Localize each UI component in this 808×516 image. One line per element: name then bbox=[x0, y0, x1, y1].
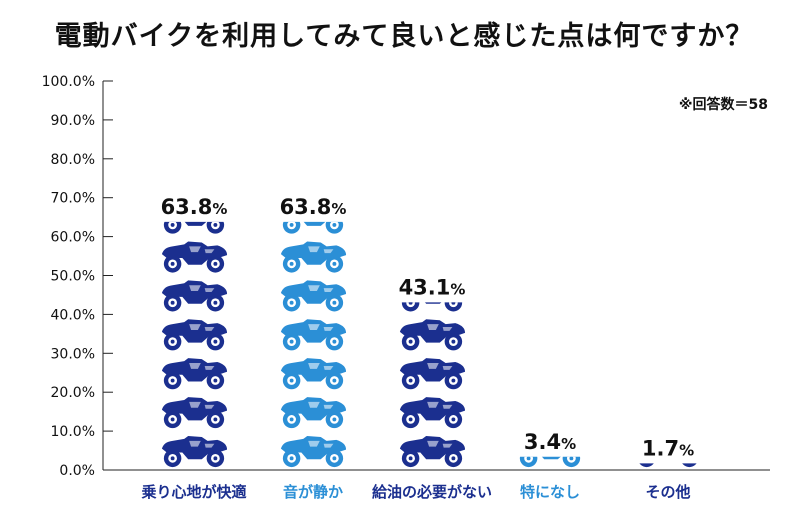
bar-value-label: 43.1% bbox=[399, 275, 466, 299]
y-tick-label: 90.0% bbox=[51, 113, 95, 129]
category-label: 音が静か bbox=[283, 483, 343, 501]
y-tick-label: 60.0% bbox=[51, 230, 95, 246]
motorcycle-icon bbox=[280, 435, 347, 468]
motorcycle-icon bbox=[161, 241, 228, 273]
motorcycle-icon bbox=[280, 319, 347, 351]
y-tick-label: 80.0% bbox=[51, 152, 95, 168]
y-axis: 0.0% 10.0% 20.0% 30.0% 40.0% 50.0% 60.0% 70.0% 8… bbox=[42, 74, 770, 479]
bar-value-label: 63.8% bbox=[280, 195, 347, 219]
motorcycle-icon bbox=[161, 435, 228, 468]
y-tick-label: 30.0% bbox=[51, 346, 95, 362]
category-label: 乗り心地が快適 bbox=[141, 483, 246, 501]
motorcycle-icon bbox=[399, 435, 466, 468]
y-tick-label: 10.0% bbox=[51, 424, 95, 440]
bar-value-label: 3.4% bbox=[524, 430, 576, 454]
bar-icons bbox=[280, 221, 347, 468]
bar: 63.8% 音が静か bbox=[280, 195, 347, 501]
bar-icons bbox=[399, 302, 466, 468]
y-tick-label: 100.0% bbox=[42, 74, 95, 90]
y-tick-label: 50.0% bbox=[51, 269, 95, 285]
motorcycle-icon bbox=[161, 280, 228, 312]
motorcycle-icon bbox=[399, 397, 466, 429]
category-label: 特になし bbox=[520, 483, 580, 501]
category-label: その他 bbox=[645, 483, 690, 501]
chart-title: 電動バイクを利用してみて良いと感じた点は何ですか？ bbox=[54, 21, 754, 52]
respondent-note: ※回答数＝58 bbox=[678, 97, 768, 113]
motorcycle-icon bbox=[399, 319, 466, 351]
y-tick-label: 0.0% bbox=[59, 463, 95, 479]
bar-icons bbox=[161, 221, 228, 468]
bars: 63.8% 乗り心地が快適 63.8% 音が静か 43.1% 給油の必要がない 3.4% 特に… bbox=[141, 195, 702, 501]
motorcycle-icon bbox=[161, 319, 228, 351]
motorcycle-icon bbox=[280, 241, 347, 273]
motorcycle-icon bbox=[280, 397, 347, 429]
bar-value-label: 63.8% bbox=[161, 195, 228, 219]
bar: 3.4% 特になし bbox=[517, 430, 584, 501]
y-tick-label: 70.0% bbox=[51, 191, 95, 207]
y-tick-label: 40.0% bbox=[51, 307, 95, 323]
motorcycle-icon bbox=[280, 358, 347, 390]
motorcycle-icon bbox=[280, 280, 347, 312]
bar: 1.7% その他 bbox=[635, 436, 702, 501]
y-tick-label: 20.0% bbox=[51, 385, 95, 401]
motorcycle-icon bbox=[161, 397, 228, 429]
bar: 63.8% 乗り心地が快適 bbox=[141, 195, 246, 501]
bar-value-label: 1.7% bbox=[642, 436, 694, 460]
bar: 43.1% 給油の必要がない bbox=[372, 275, 492, 501]
category-label: 給油の必要がない bbox=[372, 483, 492, 501]
motorcycle-icon bbox=[399, 358, 466, 390]
motorcycle-icon bbox=[161, 358, 228, 390]
